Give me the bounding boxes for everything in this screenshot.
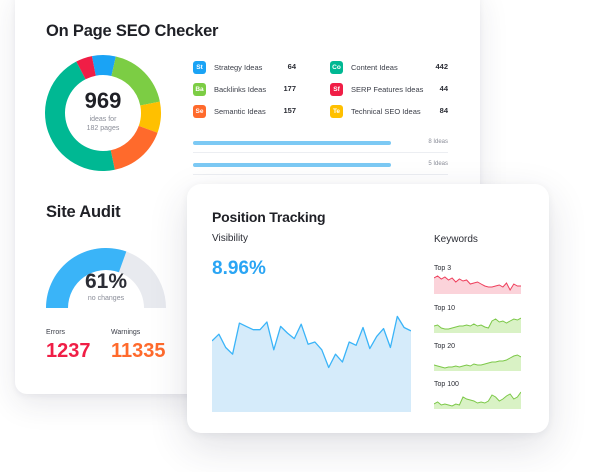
visibility-label: Visibility bbox=[212, 233, 248, 244]
divider bbox=[193, 152, 448, 153]
legend-item-backlinks[interactable]: Ba Backlinks Ideas bbox=[193, 82, 266, 96]
legend-item-technical-seo[interactable]: Te Technical SEO Ideas bbox=[330, 104, 421, 118]
semantic-ideas-count: 157 bbox=[283, 106, 296, 115]
donut-segment bbox=[45, 61, 115, 171]
ideas-bar-row[interactable]: 5 Ideas bbox=[193, 161, 448, 175]
donut-segment bbox=[138, 101, 161, 133]
top20-sparkline[interactable] bbox=[434, 351, 521, 371]
seo-checker-title: On Page SEO Checker bbox=[46, 22, 219, 40]
ideas-donut-chart[interactable] bbox=[44, 54, 162, 172]
total-ideas-count: 969 bbox=[84, 87, 122, 113]
keywords-label: Keywords bbox=[434, 234, 478, 245]
ideas-bar-label: 8 Ideas bbox=[428, 139, 448, 145]
warnings-label: Warnings bbox=[111, 329, 141, 336]
position-tracking-title: Position Tracking bbox=[212, 209, 326, 225]
serp-features-ideas-count: 44 bbox=[439, 84, 448, 93]
errors-label: Errors bbox=[46, 329, 66, 336]
ideas-progress-bar bbox=[193, 141, 391, 145]
top3-sparkline[interactable] bbox=[434, 274, 521, 294]
backlinks-ideas-count: 177 bbox=[283, 84, 296, 93]
ideas-bar-row[interactable]: 8 Ideas bbox=[193, 139, 448, 153]
ideas-bar-label: 5 Ideas bbox=[428, 161, 448, 167]
legend-item-serp-features[interactable]: Sf SERP Features Ideas bbox=[330, 82, 423, 96]
donut-center-label: 969 ideas for 182 pages bbox=[44, 54, 162, 172]
ideas-progress-bar bbox=[193, 163, 391, 167]
site-health-percent: 61% bbox=[84, 270, 128, 293]
strategy-badge-icon: St bbox=[193, 60, 206, 74]
donut-segment bbox=[110, 125, 158, 170]
site-audit-title: Site Audit bbox=[46, 203, 121, 221]
total-ideas-subtitle: ideas for 182 pages bbox=[86, 115, 120, 132]
technical-seo-badge-icon: Te bbox=[330, 104, 343, 118]
divider bbox=[193, 174, 448, 175]
strategy-ideas-count: 64 bbox=[287, 62, 296, 71]
legend-item-strategy[interactable]: St Strategy Ideas bbox=[193, 60, 262, 74]
visibility-area-chart[interactable] bbox=[212, 295, 411, 412]
visibility-value: 8.96% bbox=[212, 258, 266, 279]
top20-label: Top 20 bbox=[434, 343, 456, 350]
site-health-gauge[interactable] bbox=[44, 232, 168, 310]
donut-segment bbox=[91, 54, 116, 76]
top3-label: Top 3 bbox=[434, 265, 452, 272]
top100-sparkline[interactable] bbox=[434, 389, 521, 409]
content-ideas-count: 442 bbox=[435, 62, 448, 71]
top10-sparkline[interactable] bbox=[434, 313, 521, 333]
donut-segment bbox=[76, 56, 96, 80]
semantic-badge-icon: Se bbox=[193, 104, 206, 118]
site-health-subtitle: no changes bbox=[87, 295, 125, 302]
warnings-count[interactable]: 11335 bbox=[111, 340, 166, 362]
donut-segment bbox=[111, 56, 160, 106]
serp-features-badge-icon: Sf bbox=[330, 82, 343, 96]
top10-label: Top 10 bbox=[434, 305, 456, 312]
legend-item-content[interactable]: Co Content Ideas bbox=[330, 60, 398, 74]
content-badge-icon: Co bbox=[330, 60, 343, 74]
top100-label: Top 100 bbox=[434, 381, 459, 388]
technical-seo-ideas-count: 84 bbox=[439, 106, 448, 115]
errors-count[interactable]: 1237 bbox=[46, 340, 91, 362]
legend-item-semantic[interactable]: Se Semantic Ideas bbox=[193, 104, 266, 118]
backlinks-badge-icon: Ba bbox=[193, 82, 206, 96]
